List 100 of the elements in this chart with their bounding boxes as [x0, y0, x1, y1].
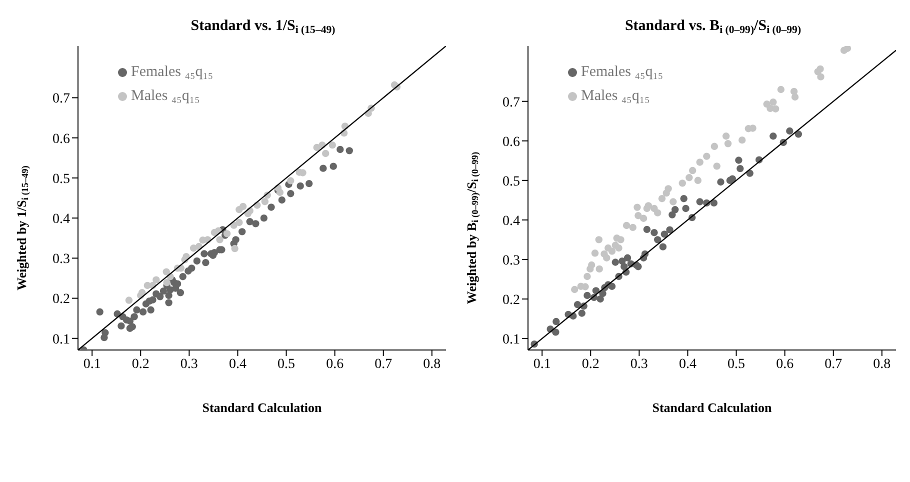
point	[584, 292, 591, 300]
y-tick-label: 0.3	[502, 253, 520, 268]
chart-title: Standard vs. 1/S$_{i (15–49)}$	[190, 18, 336, 36]
point	[278, 196, 286, 204]
y-tick-label: 0.6	[502, 134, 520, 150]
point	[817, 73, 824, 80]
point	[179, 273, 186, 280]
y-tick-label: 0.7	[52, 92, 70, 107]
point	[328, 141, 336, 149]
point	[96, 308, 104, 316]
x-tick-label: 0.5	[728, 356, 746, 372]
point	[612, 258, 619, 266]
point	[322, 150, 330, 158]
point	[336, 146, 344, 154]
x-tick-label: 0.1	[83, 356, 101, 372]
point	[571, 286, 578, 294]
point	[252, 220, 260, 228]
x-tick-label: 0.8	[873, 356, 891, 372]
point	[670, 198, 677, 206]
point	[608, 248, 616, 255]
x-tick-label: 0.6	[776, 356, 794, 372]
point	[130, 313, 138, 320]
point	[770, 132, 777, 140]
point	[710, 199, 718, 207]
legend-label: Males ₄₅q₁₅	[581, 88, 650, 104]
legend-label: Females ₄₅q₁₅	[131, 64, 214, 80]
y-tick-label: 0.4	[502, 214, 520, 229]
point	[666, 226, 674, 234]
legend-label: Males ₄₅q₁₅	[131, 88, 200, 104]
point	[624, 254, 632, 262]
point	[668, 211, 676, 218]
point	[650, 228, 658, 236]
point	[231, 244, 238, 252]
y-tick-label: 0.4	[52, 212, 70, 228]
point	[149, 296, 156, 304]
point	[210, 248, 218, 256]
point	[305, 180, 313, 188]
point	[552, 328, 560, 336]
point	[634, 212, 642, 220]
x-tick-label: 0.7	[374, 356, 392, 372]
x-tick-label: 0.4	[228, 356, 246, 372]
point	[346, 147, 353, 154]
x-tick-label: 0.8	[423, 356, 441, 372]
point	[596, 265, 603, 273]
point	[200, 250, 208, 258]
point	[791, 93, 799, 101]
x-tick-label: 0.3	[630, 356, 648, 372]
point	[608, 282, 616, 290]
point	[595, 236, 602, 244]
point	[622, 222, 630, 230]
point	[160, 287, 168, 295]
point	[724, 140, 732, 148]
point	[680, 194, 688, 202]
point	[320, 164, 327, 172]
y-tick-label: 0.3	[52, 252, 70, 268]
point	[193, 257, 201, 265]
point	[722, 132, 730, 140]
point	[574, 300, 582, 308]
chart-title: Standard vs. B$_{i (0–99)}$/S$_{i (0–99)}$	[624, 18, 802, 36]
point	[139, 308, 147, 316]
point	[238, 228, 246, 236]
point	[816, 65, 824, 73]
point	[330, 162, 337, 170]
point	[268, 204, 275, 211]
x-axis-title: Standard Calculation	[202, 400, 323, 415]
point	[615, 244, 622, 252]
point	[660, 230, 668, 238]
point	[261, 198, 269, 206]
point	[629, 224, 636, 232]
point	[296, 182, 304, 190]
point	[128, 323, 136, 330]
point	[176, 289, 184, 296]
x-tick-label: 0.1	[533, 356, 551, 372]
point	[672, 206, 679, 214]
point	[643, 226, 651, 234]
y-tick-label: 0.1	[502, 332, 520, 348]
point	[777, 86, 785, 94]
point	[188, 264, 196, 272]
point	[147, 306, 154, 314]
point	[713, 162, 720, 170]
point	[686, 174, 693, 182]
legend-label: Females ₄₅q₁₅	[581, 64, 664, 80]
point	[717, 178, 724, 186]
x-axis-title: Standard Calculation	[652, 400, 773, 415]
point	[202, 258, 210, 266]
point	[596, 295, 604, 303]
point	[165, 292, 172, 300]
point	[710, 142, 718, 150]
point	[246, 218, 254, 226]
point	[682, 204, 690, 212]
point	[654, 209, 662, 216]
point	[584, 272, 591, 280]
point	[578, 310, 586, 317]
point	[634, 204, 641, 211]
point	[260, 214, 268, 222]
y-tick-label: 0.5	[52, 172, 70, 187]
point	[133, 306, 140, 314]
point	[659, 243, 667, 250]
point	[599, 290, 606, 298]
x-tick-label: 0.3	[180, 356, 198, 372]
